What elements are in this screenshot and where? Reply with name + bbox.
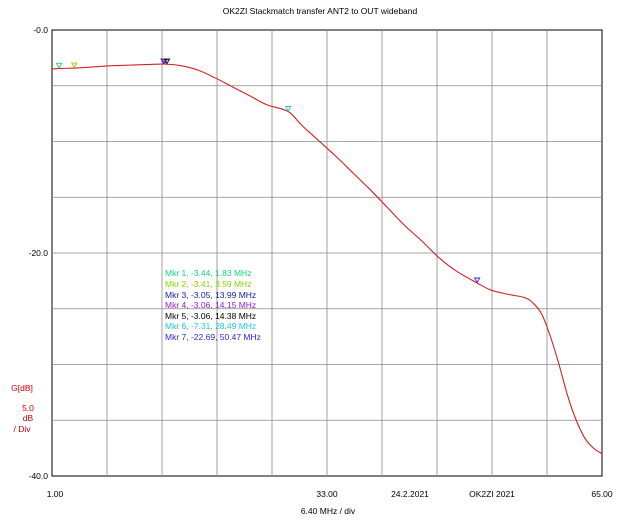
marker-7-point <box>473 277 481 284</box>
author-annotation: OK2ZI 2021 <box>469 489 515 499</box>
x-tick-label-mid: 33.00 <box>316 489 338 499</box>
marker-6-point <box>284 106 292 112</box>
x-tick-label-start: 1.00 <box>47 489 64 499</box>
gain-curve <box>51 63 603 455</box>
marker-2-point <box>70 62 78 69</box>
y-tick-label-top: -0.0 <box>33 25 48 35</box>
marker-legend: Mkr 1, -3.44, 1.83 MHz Mkr 2, -3.41, 3.5… <box>165 268 261 342</box>
grid-lines <box>52 30 602 476</box>
marker-1-point <box>55 62 63 69</box>
y-scale-value: 5.0 <box>22 403 34 413</box>
marker-label-5: Mkr 5, -3.06, 14.38 MHz <box>165 311 256 321</box>
marker-label-6: Mkr 6, -7.31, 28.49 MHz <box>165 321 256 331</box>
curve-layer <box>51 63 603 455</box>
y-scale-unit: dB <box>23 413 34 423</box>
marker-label-4: Mkr 4, -3.06, 14.15 MHz <box>165 300 256 310</box>
date-annotation: 24.2.2021 <box>391 489 429 499</box>
x-axis-label: 6.40 MHz / div <box>301 506 356 516</box>
y-scale-per-div: / Div <box>14 424 32 434</box>
marker-layer <box>55 58 481 284</box>
y-tick-label-mid: -20.0 <box>29 248 49 258</box>
y-axis-label: G[dB] <box>11 383 33 393</box>
y-tick-label-bottom: -40.0 <box>29 471 49 481</box>
marker-label-3: Mkr 3, -3.05, 13.99 MHz <box>165 290 256 300</box>
marker-label-2: Mkr 2, -3.41, 3.59 MHz <box>165 279 251 289</box>
chart-title: OK2ZI Stackmatch transfer ANT2 to OUT wi… <box>223 6 418 16</box>
marker-5-point <box>163 58 171 65</box>
marker-label-7: Mkr 7, -22.69, 50.47 MHz <box>165 332 261 342</box>
marker-label-1: Mkr 1, -3.44, 1.83 MHz <box>165 268 251 278</box>
x-tick-label-end: 65.00 <box>591 489 613 499</box>
